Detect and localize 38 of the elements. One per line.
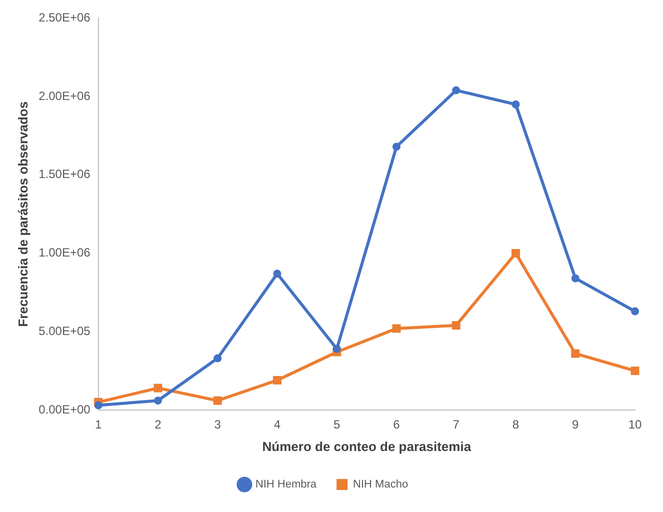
y-axis-title: Frecuencia de parásitos observados [15,101,30,327]
point [332,344,341,353]
legend-label: NIH Macho [353,478,408,491]
x-tick-label: 4 [274,418,281,432]
point [571,274,580,282]
point [214,354,222,362]
x-tick-label: 5 [334,418,340,432]
legend-label: NIH Hembra [255,478,318,491]
point [631,307,639,316]
point [272,376,282,384]
point [154,384,162,392]
point [94,401,102,410]
x-tick-label: 7 [452,418,460,432]
point [392,142,400,151]
point [392,324,401,333]
x-tick-label: 9 [572,418,580,432]
y-tick-label: 1.50E+06 [38,167,91,182]
point [273,270,282,278]
point [630,366,640,376]
x-tick-label: 1 [94,418,102,432]
point [213,396,222,405]
point [452,86,460,94]
x-tick-label: 2 [154,418,162,432]
y-tick-label: 2.50E+06 [38,10,91,25]
x-tick-label: 10 [628,418,642,432]
point [511,249,520,258]
point [154,396,162,405]
y-tick-label: 5.00E+05 [38,324,91,338]
y-tick-label: 0.00E+00 [38,402,91,416]
x-tick-label: 3 [214,418,222,432]
point [512,100,520,108]
point [452,321,460,330]
y-tick-label: 2.00E+06 [38,88,91,103]
x-tick-label: 8 [512,418,520,432]
x-tick-label: 6 [393,418,400,432]
y-tick-label: 1.00E+06 [38,246,91,260]
x-axis-title: Número de conteo de parasitemia [262,438,472,454]
point [571,349,580,358]
